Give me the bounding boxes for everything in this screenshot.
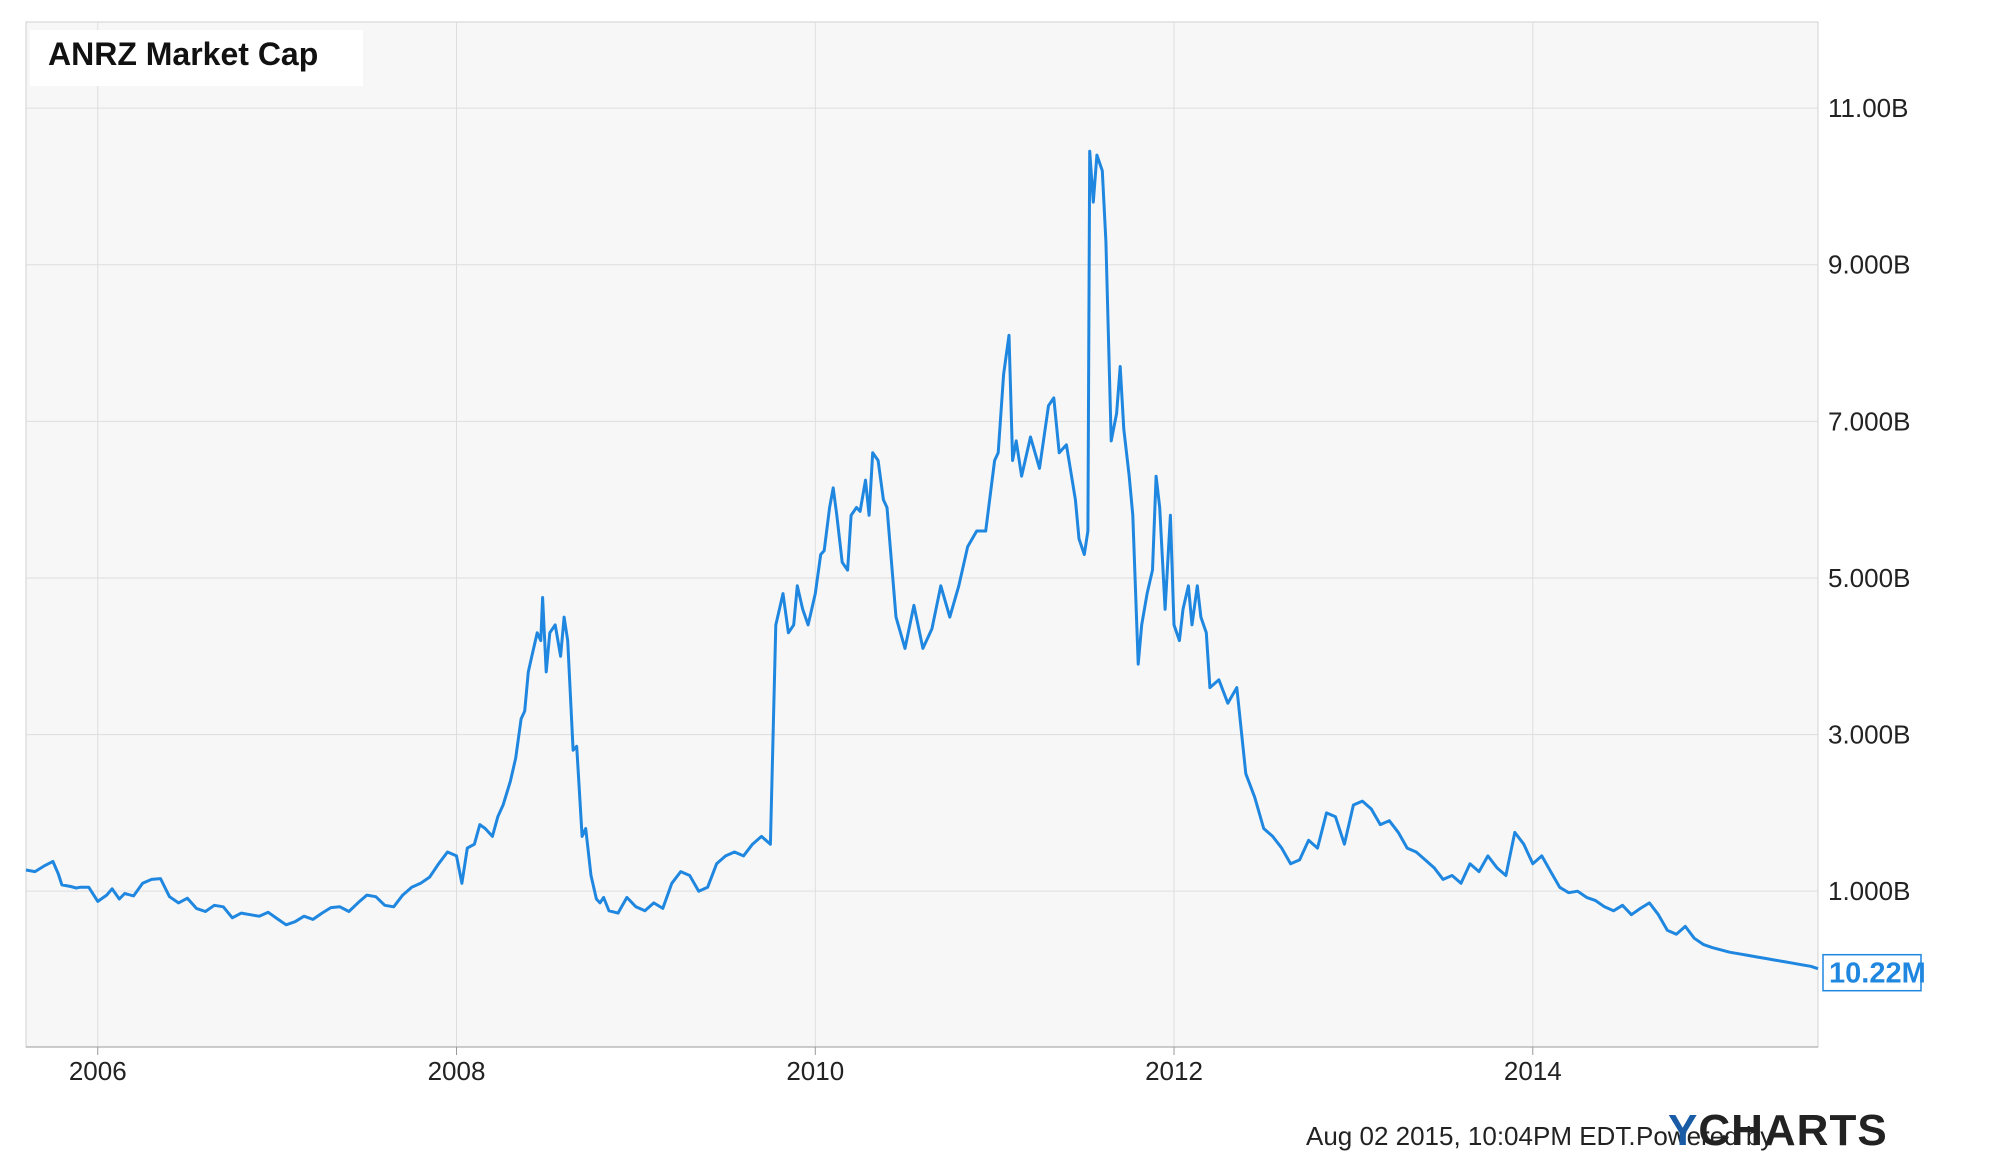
footer-timestamp: Aug 02 2015, 10:04PM EDT.	[1306, 1121, 1636, 1151]
ycharts-logo-text: CHARTS	[1698, 1106, 1888, 1155]
title-box	[30, 30, 363, 86]
x-tick-label: 2006	[69, 1056, 127, 1086]
x-tick-label: 2010	[786, 1056, 844, 1086]
chart-title: ANRZ Market Cap	[48, 36, 319, 72]
y-tick-label: 9.000B	[1828, 250, 1910, 280]
x-tick-label: 2014	[1504, 1056, 1562, 1086]
market-cap-line	[25, 149, 1819, 971]
y-tick-label: 7.000B	[1828, 406, 1910, 436]
powered-by-label: Powered by	[1636, 1121, 1774, 1151]
x-tick-label: 2008	[428, 1056, 486, 1086]
y-tick-label: 1.000B	[1828, 876, 1910, 906]
x-tick-label: 2012	[1145, 1056, 1203, 1086]
plot-area: 1.000B 3.000B 5.000B 7.000B 9.000B 11.00B 2006…	[25, 21, 1926, 1086]
y-tick-label: 3.000B	[1828, 720, 1910, 750]
last-value-label: 10.22M	[1829, 958, 1926, 990]
ycharts-logo[interactable]: YCHARTS	[1668, 1106, 1888, 1156]
y-tick-label: 5.000B	[1828, 563, 1910, 593]
plot-background	[25, 21, 1819, 1048]
ycharts-logo-y: Y	[1668, 1106, 1699, 1155]
y-tick-label: 11.00B	[1828, 93, 1908, 123]
last-value-box	[1822, 953, 1922, 992]
